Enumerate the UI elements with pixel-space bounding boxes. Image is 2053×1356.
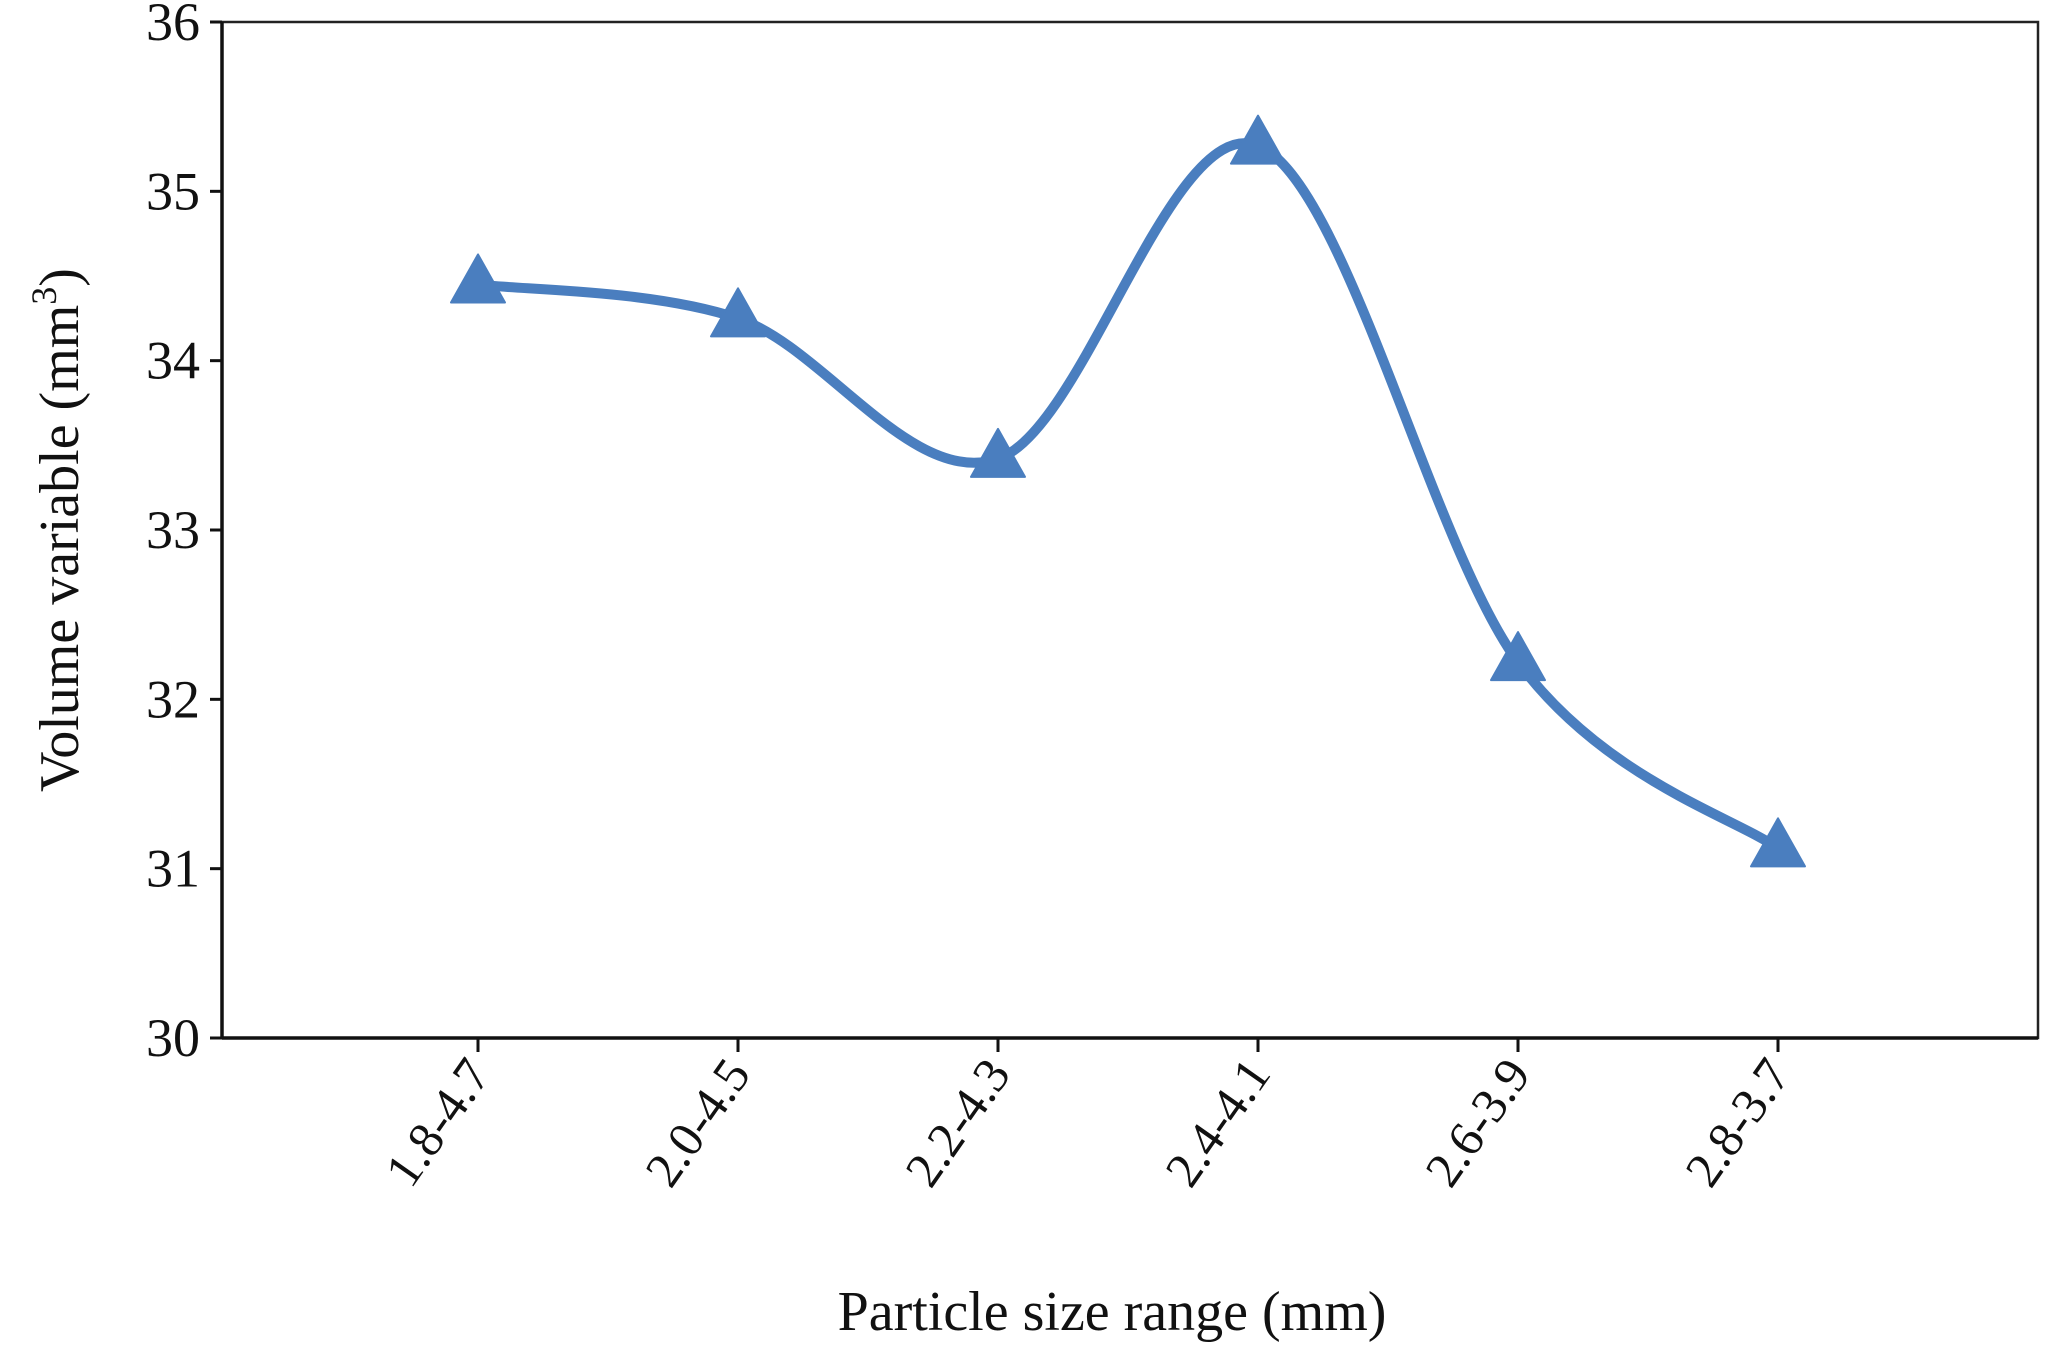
data-point-marker	[710, 287, 766, 338]
y-tick-label: 36	[146, 0, 200, 52]
y-tick-label: 31	[146, 839, 200, 899]
y-axis-title-main: Volume variable (mm	[29, 305, 91, 792]
y-tick-label: 30	[146, 1008, 200, 1068]
series-markers	[450, 114, 1806, 868]
y-axis-title-superscript: 3	[24, 287, 64, 305]
y-tick-label: 34	[146, 331, 200, 391]
data-point-marker	[1490, 631, 1546, 682]
data-point-marker	[1230, 114, 1286, 165]
y-tick-label: 33	[146, 500, 200, 560]
y-tick-label: 35	[146, 161, 200, 221]
y-axis-title-close: )	[29, 268, 91, 287]
data-point-marker	[450, 253, 506, 304]
y-tick-label: 32	[146, 669, 200, 729]
data-point-marker	[970, 427, 1026, 478]
data-point-marker	[1750, 817, 1806, 868]
y-axis-title: Volume variable (mm3)	[24, 268, 91, 792]
x-axis-title: Particle size range (mm)	[838, 1281, 1387, 1343]
y-axis-ticks: 30 31 32 33 34 35 36	[146, 0, 222, 1068]
